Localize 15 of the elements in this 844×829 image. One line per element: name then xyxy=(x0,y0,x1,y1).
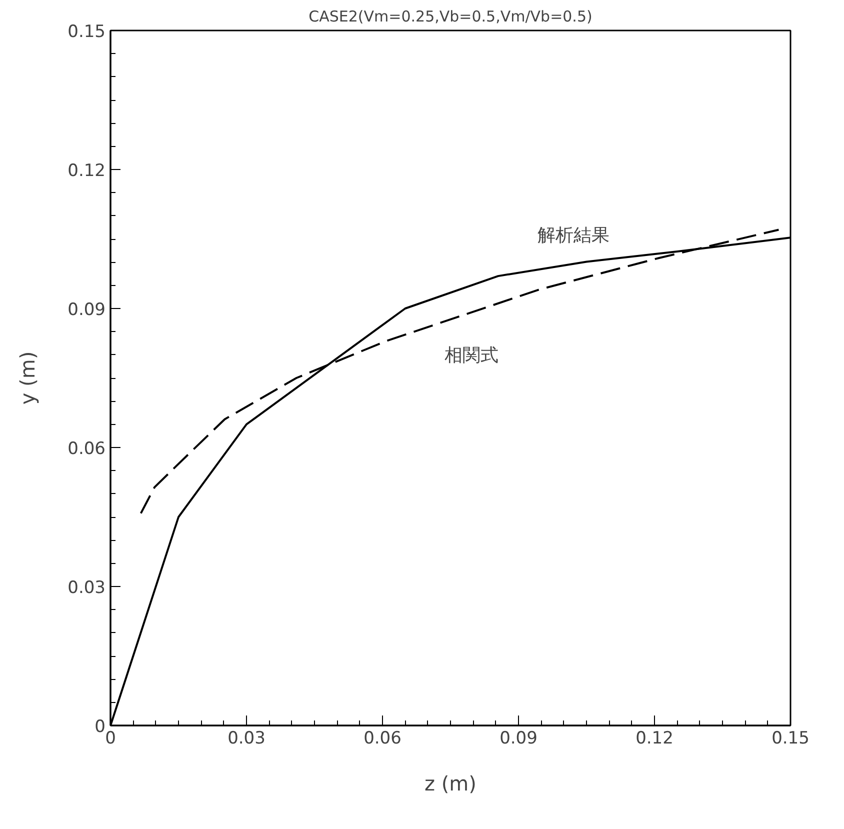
x-tick-label: 0.12 xyxy=(636,728,674,748)
y-tick-label: 0.09 xyxy=(68,300,106,320)
series-label: 解析結果 xyxy=(538,225,610,246)
y-axis-title: y (m) xyxy=(16,351,40,405)
y-tick-label: 0.12 xyxy=(68,161,106,181)
x-axis-title: z (m) xyxy=(424,772,476,796)
x-tick-label: 0.09 xyxy=(500,728,538,748)
x-tick-label: 0.15 xyxy=(772,728,810,748)
x-tick-label: 0.06 xyxy=(364,728,402,748)
y-tick-label: 0.03 xyxy=(68,578,106,598)
series-label: 相関式 xyxy=(444,345,498,366)
y-tick-label: 0.06 xyxy=(68,439,106,459)
x-tick-label: 0.03 xyxy=(228,728,266,748)
y-tick-label: 0.15 xyxy=(68,22,106,42)
chart-title: CASE2(Vm=0.25,Vb=0.5,Vm/Vb=0.5) xyxy=(308,8,592,26)
